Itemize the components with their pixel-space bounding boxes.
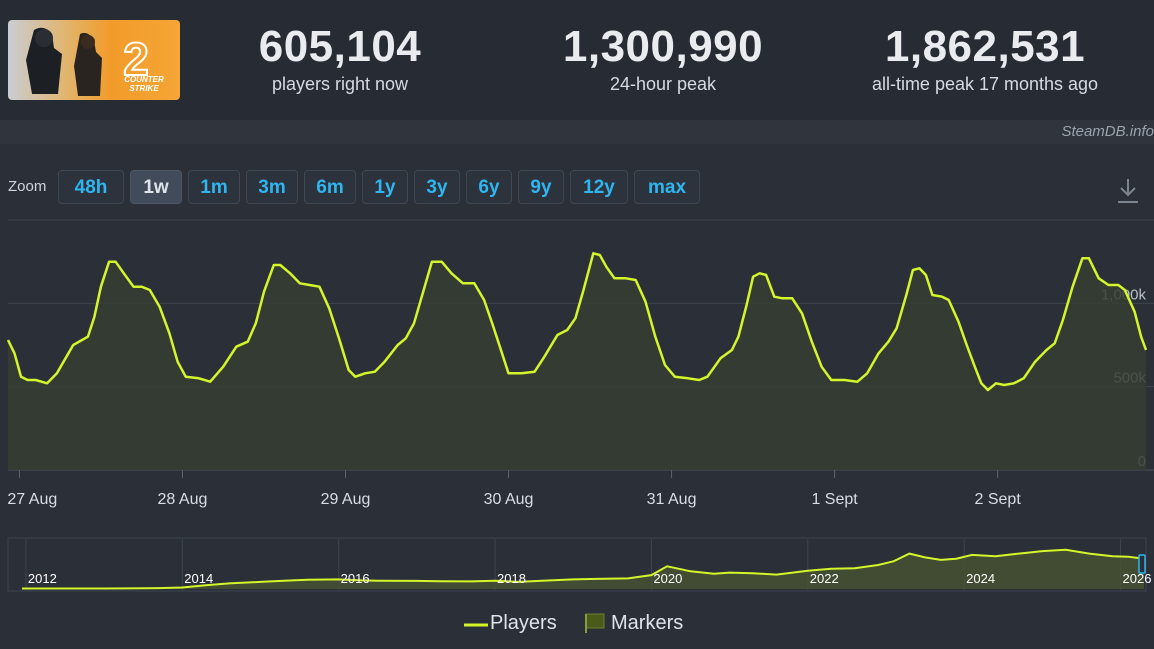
navigator-chart[interactable]: 2012 2014 2016 2018 2020 2022 2024 2026 — [0, 535, 1154, 595]
zoom-button-12y[interactable]: 12y — [570, 170, 628, 204]
navigator-year-label: 2014 — [184, 571, 213, 586]
zoom-button-1m[interactable]: 1m — [188, 170, 240, 204]
x-tick-label: 31 Aug — [647, 491, 697, 508]
stat-label: all-time peak 17 months ago — [871, 74, 1099, 94]
zoom-button-6y[interactable]: 6y — [466, 170, 512, 204]
x-tick-label: 29 Aug — [321, 491, 371, 508]
credit-bar — [0, 120, 1154, 144]
x-axis-labels: 27 Aug 28 Aug 29 Aug 30 Aug 31 Aug 1 Sept 2 Se… — [7, 470, 1021, 508]
navigator-year-label: 2016 — [341, 571, 370, 586]
navigator-year-label: 2026 — [1123, 571, 1152, 586]
game-logo[interactable]: 2 COUNTER STRIKE — [8, 20, 180, 100]
zoom-button-6m[interactable]: 6m — [304, 170, 356, 204]
zoom-button-max[interactable]: max — [634, 170, 700, 204]
x-tick-label: 28 Aug — [158, 491, 208, 508]
players-area — [8, 253, 1146, 470]
zoom-button-48h[interactable]: 48h — [58, 170, 124, 204]
zoom-button-9y[interactable]: 9y — [518, 170, 564, 204]
x-tick-label: 2 Sept — [975, 491, 1022, 508]
zoom-button-3m[interactable]: 3m — [246, 170, 298, 204]
stat-label: players right now — [271, 74, 409, 94]
x-tick-label: 1 Sept — [811, 491, 858, 508]
stat-current-players: 605,104 players right now — [240, 22, 440, 96]
logo-number: 2 — [123, 33, 149, 85]
download-icon[interactable] — [1114, 176, 1142, 206]
x-tick-label: 30 Aug — [484, 491, 534, 508]
navigator-year-label: 2022 — [810, 571, 839, 586]
legend-markers-flag-icon — [585, 613, 605, 633]
navigator-year-label: 2020 — [653, 571, 682, 586]
stat-label: 24-hour peak — [609, 74, 717, 94]
navigator-area — [22, 549, 1144, 589]
navigator-year-label: 2012 — [28, 571, 57, 586]
game-logo-art: 2 COUNTER STRIKE — [8, 20, 180, 100]
x-tick-label: 27 Aug — [7, 491, 57, 508]
players-line — [6, 252, 1148, 392]
logo-text-counter: COUNTER — [124, 75, 164, 84]
navigator-year-labels: 2012 2014 2016 2018 2020 2022 2024 2026 — [28, 571, 1152, 586]
logo-text-strike: STRIKE — [129, 84, 159, 93]
legend-markers[interactable]: Markers — [611, 612, 684, 634]
stat-value: 1,862,531 — [884, 22, 1086, 71]
stat-24h-peak: 1,300,990 24-hour peak — [543, 22, 783, 96]
legend-players[interactable]: Players — [490, 612, 557, 634]
legend-players-symbol — [464, 623, 488, 627]
navigator-year-label: 2018 — [497, 571, 526, 586]
stats-header — [0, 0, 1154, 120]
stat-value: 605,104 — [258, 22, 422, 71]
navigator-handle[interactable] — [1138, 554, 1146, 574]
zoom-label: Zoom — [8, 178, 47, 195]
zoom-button-3y[interactable]: 3y — [414, 170, 460, 204]
navigator-year-label: 2024 — [966, 571, 995, 586]
zoom-button-1w[interactable]: 1w — [130, 170, 182, 204]
stat-value: 1,300,990 — [562, 22, 764, 71]
navigator-line — [22, 548, 1145, 590]
steamdb-credit[interactable]: SteamDB.info — [1061, 123, 1154, 140]
zoom-button-1y[interactable]: 1y — [362, 170, 408, 204]
stat-all-time-peak: 1,862,531 all-time peak 17 months ago — [850, 22, 1120, 96]
